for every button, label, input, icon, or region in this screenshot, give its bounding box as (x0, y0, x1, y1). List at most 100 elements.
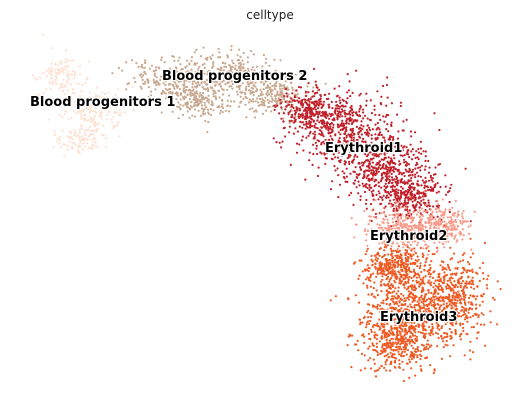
point (429, 300, 432, 303)
point (421, 207, 424, 210)
point (269, 82, 272, 85)
point (50, 76, 54, 80)
point (422, 334, 426, 337)
point (386, 168, 390, 172)
point (83, 132, 86, 135)
point (416, 211, 419, 214)
point (390, 124, 393, 128)
point (358, 184, 361, 187)
point (362, 137, 365, 140)
point (366, 247, 369, 250)
point (93, 121, 96, 124)
point (290, 119, 293, 122)
point (462, 293, 465, 296)
point (403, 174, 406, 178)
point (454, 273, 457, 276)
point (407, 225, 410, 228)
point (307, 134, 310, 137)
point (393, 265, 396, 269)
point (62, 78, 65, 81)
point (96, 127, 99, 131)
chart-title: celltype (246, 8, 294, 22)
point (371, 232, 374, 235)
point (109, 99, 112, 102)
point (244, 92, 247, 95)
point (392, 203, 395, 207)
point (410, 158, 414, 161)
point (420, 224, 423, 227)
point (366, 244, 369, 247)
point (369, 285, 372, 288)
point (387, 228, 390, 231)
point (466, 220, 469, 223)
point (327, 131, 330, 134)
point (420, 164, 423, 167)
point (428, 166, 431, 169)
point (415, 314, 418, 317)
point (400, 348, 403, 351)
point (485, 284, 488, 287)
point (147, 97, 151, 100)
point (417, 228, 420, 231)
point (459, 286, 462, 289)
point (317, 98, 321, 102)
point (80, 112, 83, 115)
point (476, 337, 479, 340)
point (404, 253, 407, 257)
point (461, 266, 464, 269)
point (348, 80, 351, 83)
point (403, 191, 406, 194)
point (421, 331, 424, 335)
point (380, 150, 383, 154)
point (361, 334, 364, 337)
point (419, 350, 422, 353)
point (318, 88, 321, 91)
point (222, 106, 225, 110)
point (244, 95, 247, 99)
point (377, 185, 381, 188)
point (431, 236, 434, 240)
point (432, 295, 435, 299)
point (464, 296, 467, 299)
point (408, 266, 411, 270)
point (410, 171, 413, 174)
point (372, 324, 375, 327)
point (224, 109, 228, 112)
point (171, 97, 174, 100)
point (67, 70, 70, 73)
point (444, 343, 447, 346)
point (261, 104, 264, 107)
point (349, 113, 352, 116)
point (346, 97, 349, 100)
point (399, 192, 402, 195)
point (160, 92, 163, 95)
point (434, 173, 437, 176)
point (342, 105, 345, 108)
point (320, 114, 323, 117)
point (409, 340, 412, 343)
point (310, 110, 313, 113)
point (193, 101, 196, 105)
point (371, 209, 374, 212)
point (357, 132, 360, 136)
point (212, 62, 215, 65)
point (365, 233, 368, 236)
point (61, 129, 64, 132)
point (311, 101, 314, 104)
point (419, 278, 422, 281)
point (356, 155, 359, 158)
point (381, 241, 384, 245)
point (385, 358, 389, 361)
point (348, 155, 351, 158)
point (205, 106, 208, 109)
point (337, 114, 340, 117)
point (378, 367, 381, 370)
point (162, 76, 165, 79)
point (396, 242, 399, 245)
point (182, 79, 185, 82)
point (419, 140, 422, 143)
point (84, 81, 87, 85)
point (380, 103, 383, 106)
point (370, 186, 373, 189)
point (259, 81, 263, 84)
